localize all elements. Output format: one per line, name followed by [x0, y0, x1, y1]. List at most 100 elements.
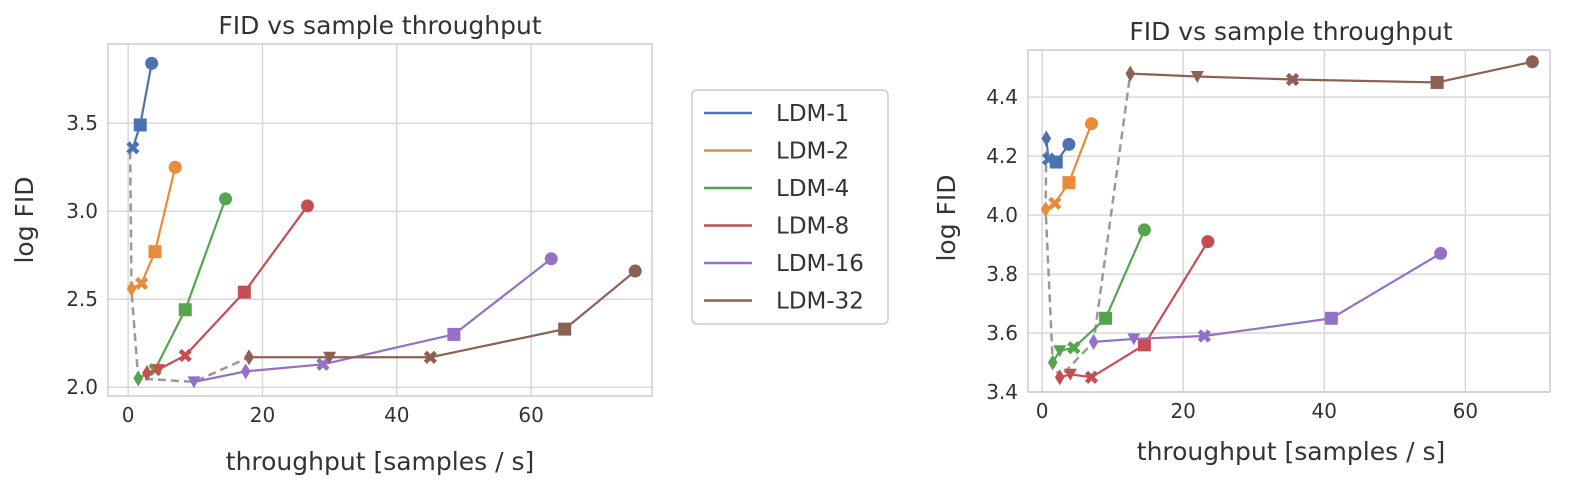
series-line [249, 270, 636, 359]
series-ldm-2 [1040, 117, 1098, 218]
y-tick-label: 4.2 [986, 144, 1018, 168]
data-point [323, 351, 337, 364]
series-line [1093, 252, 1442, 343]
dashed-frontier-line [1044, 73, 1132, 380]
legend-frame [691, 89, 889, 325]
series-line [131, 63, 153, 149]
data-point [240, 363, 251, 380]
series-line [146, 205, 309, 375]
data-point [1137, 223, 1151, 237]
y-axis-label: log FID [10, 176, 39, 263]
data-point [142, 365, 152, 382]
y-tick-label: 3.8 [986, 262, 1018, 286]
data-point [1125, 65, 1136, 82]
data-point [219, 192, 233, 206]
data-point [1430, 75, 1444, 89]
data-point [187, 376, 201, 389]
data-point [423, 350, 437, 364]
series-ldm-16 [1088, 246, 1448, 350]
data-point [1084, 117, 1098, 131]
x-tick-label: 0 [1036, 399, 1049, 423]
data-point [1053, 345, 1067, 358]
data-point [1525, 55, 1539, 69]
data-point [151, 364, 165, 377]
data-point [1137, 338, 1151, 352]
series-line [130, 166, 177, 290]
x-tick-label: 0 [122, 403, 135, 427]
y-tick-label: 4.4 [986, 85, 1018, 109]
y-tick-label: 3.0 [66, 199, 98, 223]
data-point [1099, 311, 1113, 325]
series-line [193, 257, 552, 383]
y-tick-label: 2.5 [66, 287, 98, 311]
legend-item: LDM-2 [704, 139, 849, 165]
data-point [1190, 71, 1204, 84]
series-ldm-2 [126, 160, 182, 297]
data-point [300, 199, 314, 213]
series-ldm-1 [1041, 130, 1076, 169]
legend-item: LDM-16 [704, 251, 864, 277]
data-point [1084, 370, 1099, 384]
data-point [1088, 333, 1099, 350]
data-point [178, 348, 192, 363]
y-tick-label: 2.0 [66, 375, 98, 399]
ticks: 0 20 40 60 2.0 2.5 3.0 3.5 [66, 111, 544, 427]
legend-item: LDM-8 [704, 214, 849, 240]
x-tick-label: 60 [518, 403, 543, 427]
data-point [1054, 369, 1065, 386]
data-point [126, 280, 137, 297]
x-tick-label: 20 [1170, 399, 1195, 423]
x-tick-label: 20 [250, 403, 275, 427]
data-point [1285, 72, 1300, 87]
x-axis-label: throughput [samples / s] [1137, 437, 1445, 466]
data-point [1324, 311, 1338, 325]
data-point [1041, 130, 1052, 147]
data-point [178, 303, 192, 317]
data-point [316, 357, 330, 371]
data-point [1049, 155, 1063, 169]
plot-frame [1027, 49, 1551, 393]
series-ldm-8 [1054, 235, 1215, 386]
legend-label: LDM-16 [776, 251, 864, 277]
data-point [126, 141, 140, 155]
y-tick-label: 4.0 [986, 203, 1018, 227]
series-ldm-16 [187, 252, 558, 389]
data-point [1062, 137, 1076, 151]
chart-right: FID vs sample throughput throughput [sam… [932, 17, 1551, 466]
series-ldm-8 [142, 199, 314, 382]
x-tick-label: 40 [384, 403, 409, 427]
x-tick-label: 60 [1453, 399, 1478, 423]
data-point [628, 264, 642, 278]
legend-label: LDM-2 [776, 139, 849, 165]
legend-item: LDM-32 [704, 289, 864, 315]
data-point [558, 322, 572, 336]
data-point [1197, 329, 1211, 343]
data-point [1067, 341, 1081, 355]
data-point [148, 245, 162, 259]
data-point [1127, 333, 1141, 346]
series-ldm-32 [1125, 55, 1539, 89]
legend-label: LDM-1 [776, 101, 849, 127]
legend-label: LDM-32 [776, 289, 864, 315]
series-line [1130, 60, 1533, 84]
series-ldm-4 [1047, 223, 1151, 371]
data-point [168, 160, 182, 174]
x-tick-label: 40 [1312, 399, 1337, 423]
legend-item: LDM-4 [704, 176, 849, 202]
y-axis-label: log FID [932, 174, 961, 261]
data-point [1062, 176, 1076, 190]
legend-item: LDM-1 [704, 101, 849, 127]
legend: LDM-1 LDM-2 LDM-4 LDM-8 LDM-16 LDM-32 [691, 89, 889, 325]
data-point [133, 118, 147, 132]
plot-frame [107, 43, 653, 397]
legend-label: LDM-4 [776, 176, 849, 202]
data-point [1201, 235, 1215, 249]
chart-title: FID vs sample throughput [1129, 17, 1453, 46]
data-point [237, 285, 251, 299]
series-ldm-1 [126, 56, 159, 155]
chart-title: FID vs sample throughput [218, 11, 542, 40]
legend-label: LDM-8 [776, 214, 849, 240]
data-point [1434, 246, 1448, 260]
y-tick-label: 3.5 [66, 111, 98, 135]
